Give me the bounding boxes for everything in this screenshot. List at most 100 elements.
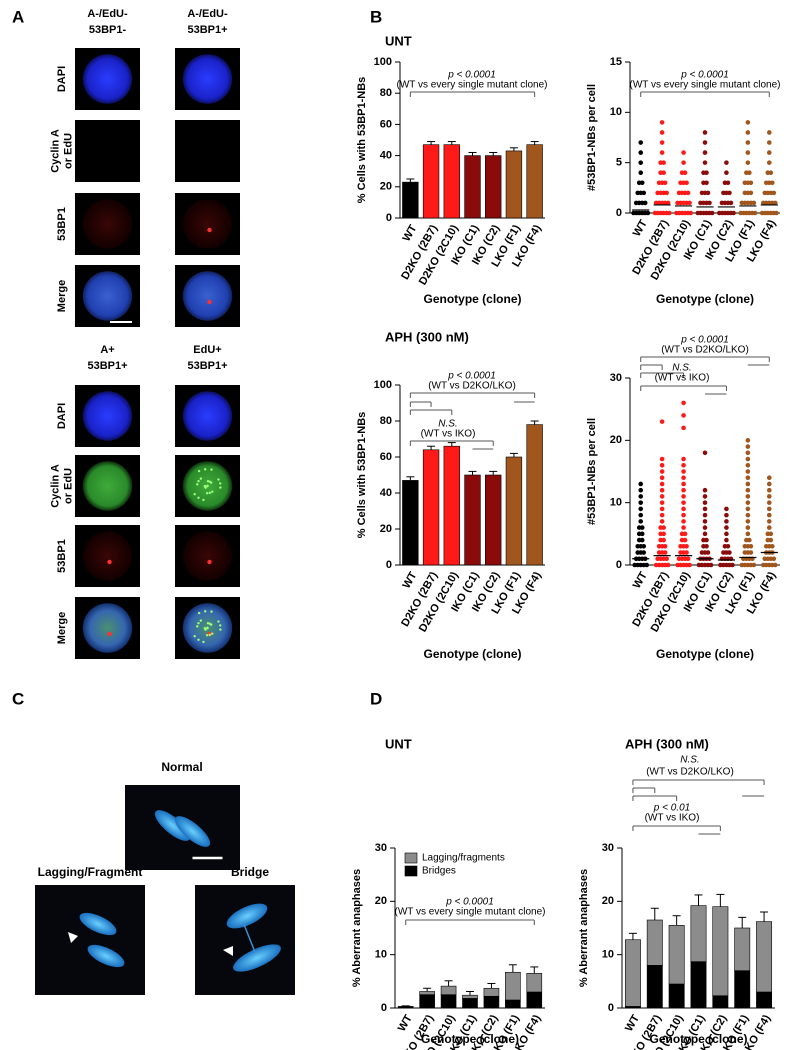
dot — [745, 512, 751, 518]
dot — [766, 519, 772, 524]
bar — [443, 144, 460, 219]
y-tick-label: 60 — [380, 118, 392, 130]
dot — [685, 556, 691, 562]
panel-label: B — [370, 7, 382, 26]
column-header: A+ — [100, 344, 114, 356]
dot — [745, 450, 751, 456]
row-label: Merge — [56, 280, 68, 312]
dot — [681, 500, 686, 505]
y-tick-label: 10 — [375, 949, 387, 961]
annotation: (WT vs every single mutant clone) — [397, 80, 548, 91]
y-tick-label: 20 — [380, 523, 392, 535]
chromatin — [154, 810, 191, 841]
dot — [645, 210, 651, 216]
dot — [682, 531, 688, 537]
chromatin — [226, 903, 268, 929]
dot — [748, 550, 754, 555]
dot — [747, 537, 752, 543]
y-tick-label: 20 — [380, 181, 392, 193]
dot — [768, 531, 774, 537]
bar-segment — [419, 991, 435, 995]
column-header: A-/EdU- — [87, 8, 128, 20]
dot — [704, 544, 709, 549]
annotation: (WT vs IKO) — [421, 429, 476, 440]
speckle — [203, 484, 207, 488]
bar-segment — [440, 994, 457, 1009]
section-title: UNT — [385, 33, 412, 48]
chromatin — [174, 816, 211, 847]
bar-segment — [646, 965, 663, 1009]
dot — [702, 500, 708, 505]
dot — [731, 210, 736, 216]
dot — [659, 419, 665, 424]
dot — [661, 537, 666, 543]
dot — [638, 494, 644, 499]
dot — [659, 120, 665, 125]
y-tick-label: 100 — [374, 56, 392, 68]
dot — [659, 512, 665, 518]
dot — [745, 506, 751, 512]
x-axis-label: Genotype (clone) — [421, 1032, 519, 1046]
speckle — [208, 633, 212, 637]
dot — [766, 525, 772, 530]
speckle — [196, 483, 199, 486]
nucleus — [82, 271, 133, 321]
dot — [639, 525, 645, 530]
dot — [766, 481, 772, 487]
x-tick-label: WT — [396, 1013, 415, 1034]
bar-segment — [462, 994, 478, 999]
speckle — [197, 469, 201, 473]
column-header: 53BP1- — [89, 24, 127, 36]
speckle — [199, 619, 203, 622]
dot — [681, 469, 686, 474]
dot — [659, 494, 665, 499]
bar — [402, 480, 419, 566]
dot — [745, 525, 751, 530]
dot — [639, 537, 645, 543]
bar-segment — [734, 927, 751, 971]
dot — [728, 200, 734, 206]
dot — [659, 140, 665, 145]
bar-segment — [734, 970, 751, 1009]
x-tick-label: WT — [401, 223, 420, 244]
bar — [505, 150, 523, 219]
bar — [526, 144, 543, 219]
dot — [684, 180, 689, 186]
dot — [725, 180, 731, 186]
annotation: N.S. — [672, 363, 691, 374]
annotation: N.S. — [680, 755, 699, 766]
dot — [769, 544, 775, 549]
y-tick-label: 0 — [616, 207, 622, 219]
dot — [702, 160, 708, 165]
dot — [702, 506, 708, 512]
focus — [107, 559, 112, 565]
dot — [638, 519, 644, 524]
dot — [745, 444, 751, 449]
dot — [664, 556, 669, 562]
dot — [707, 200, 712, 206]
dot — [745, 500, 751, 505]
y-axis-label: % Cells with 53BP1-NBs — [356, 412, 368, 539]
y-axis-label: % Aberrant anaphases — [351, 869, 363, 987]
dot — [709, 210, 715, 216]
dot — [662, 180, 668, 186]
dot — [745, 469, 751, 474]
dot — [724, 537, 729, 543]
micrograph — [35, 885, 145, 995]
speckle — [217, 620, 220, 623]
annotation: p < 0.01 — [653, 803, 690, 814]
annotation: (WT vs IKO) — [645, 813, 700, 824]
nucleus — [182, 531, 233, 581]
bar-segment — [397, 1006, 414, 1008]
dot — [730, 562, 735, 568]
dot — [659, 469, 665, 474]
dot — [769, 180, 775, 186]
y-axis-label: % Aberrant anaphases — [578, 869, 590, 987]
bar-segment — [756, 921, 773, 993]
dot — [745, 140, 751, 145]
row-label: 53BP1 — [56, 539, 68, 573]
dot — [766, 512, 772, 518]
dot — [748, 190, 754, 196]
row-label: 53BP1 — [56, 207, 68, 241]
dot — [661, 160, 666, 165]
